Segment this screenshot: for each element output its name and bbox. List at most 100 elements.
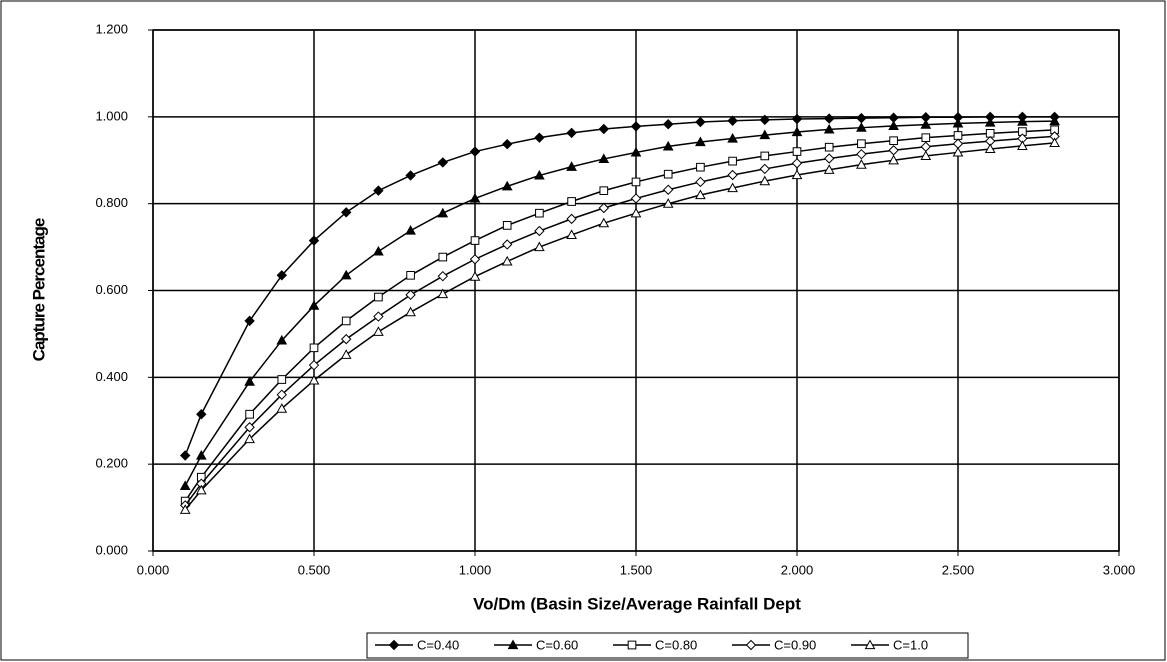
marker bbox=[920, 119, 932, 129]
marker bbox=[308, 359, 320, 371]
x-tick-label: 1.000 bbox=[459, 562, 492, 577]
marker bbox=[535, 208, 544, 218]
marker bbox=[727, 115, 738, 126]
series-line bbox=[184, 142, 1055, 511]
marker bbox=[276, 270, 288, 281]
marker bbox=[405, 306, 416, 317]
marker bbox=[759, 175, 771, 186]
marker bbox=[196, 472, 206, 482]
marker bbox=[823, 123, 835, 134]
marker bbox=[631, 177, 641, 187]
marker bbox=[630, 146, 642, 157]
marker bbox=[374, 292, 383, 302]
marker bbox=[470, 236, 480, 245]
marker bbox=[469, 254, 481, 265]
marker bbox=[791, 126, 803, 137]
marker bbox=[566, 213, 577, 225]
legend-label: C=0.40 bbox=[417, 637, 459, 652]
marker bbox=[952, 117, 964, 128]
marker bbox=[244, 422, 255, 433]
legend-label: C=1.0 bbox=[893, 637, 928, 652]
marker bbox=[245, 409, 254, 419]
marker bbox=[663, 169, 673, 179]
marker bbox=[759, 129, 771, 140]
marker bbox=[791, 158, 803, 169]
marker bbox=[695, 116, 706, 128]
marker bbox=[308, 300, 320, 310]
series-line bbox=[184, 116, 1055, 456]
marker bbox=[760, 151, 770, 161]
marker bbox=[341, 316, 351, 326]
y-tick-label: 0.200 bbox=[95, 456, 128, 471]
marker bbox=[1050, 125, 1059, 135]
marker bbox=[373, 326, 384, 336]
marker bbox=[889, 136, 898, 146]
marker bbox=[534, 169, 545, 180]
marker bbox=[695, 189, 706, 200]
marker bbox=[1049, 137, 1060, 147]
marker bbox=[405, 170, 416, 181]
marker bbox=[630, 121, 642, 132]
marker bbox=[502, 221, 512, 230]
marker bbox=[696, 162, 705, 172]
marker bbox=[662, 140, 674, 151]
x-axis-title: Vo/Dm (Basin Size/Average Rainfall Dept bbox=[473, 594, 801, 613]
marker bbox=[179, 450, 191, 461]
legend-marker bbox=[627, 640, 637, 650]
marker bbox=[244, 376, 255, 386]
marker bbox=[759, 114, 771, 126]
marker bbox=[856, 159, 867, 169]
marker bbox=[727, 182, 738, 193]
marker bbox=[196, 409, 207, 420]
marker bbox=[662, 184, 674, 195]
x-tick-label: 2.000 bbox=[781, 562, 814, 577]
marker bbox=[308, 235, 320, 246]
x-tick-label: 1.500 bbox=[620, 562, 653, 577]
marker bbox=[727, 169, 738, 181]
marker bbox=[888, 120, 899, 131]
y-tick-label: 0.800 bbox=[95, 195, 128, 210]
marker bbox=[179, 480, 191, 490]
marker bbox=[179, 504, 191, 514]
marker bbox=[405, 225, 416, 235]
marker bbox=[920, 150, 932, 161]
legend-marker bbox=[507, 639, 519, 650]
series-line bbox=[184, 135, 1055, 506]
marker bbox=[823, 164, 835, 174]
marker bbox=[598, 202, 610, 214]
x-tick-label: 2.500 bbox=[942, 562, 975, 577]
marker bbox=[276, 389, 288, 400]
x-tick-label: 3.000 bbox=[1103, 562, 1136, 577]
marker bbox=[985, 129, 995, 138]
y-tick-label: 1.000 bbox=[95, 108, 128, 123]
marker bbox=[195, 449, 207, 460]
marker bbox=[566, 161, 577, 171]
marker bbox=[567, 197, 576, 206]
marker bbox=[437, 288, 449, 299]
marker bbox=[727, 133, 738, 143]
marker bbox=[469, 192, 481, 203]
marker bbox=[340, 269, 352, 280]
marker bbox=[406, 270, 415, 280]
marker bbox=[888, 154, 899, 165]
series-line bbox=[184, 129, 1055, 502]
marker bbox=[952, 146, 964, 157]
marker bbox=[791, 169, 803, 180]
marker bbox=[662, 198, 674, 208]
marker bbox=[534, 225, 545, 237]
legend-marker bbox=[864, 639, 876, 650]
marker bbox=[308, 374, 320, 385]
marker bbox=[566, 229, 577, 240]
marker bbox=[953, 131, 963, 140]
marker bbox=[438, 252, 448, 262]
legend-label: C=0.60 bbox=[536, 637, 578, 652]
marker bbox=[309, 343, 319, 353]
marker bbox=[856, 122, 867, 132]
y-tick-label: 0.600 bbox=[95, 282, 128, 297]
marker bbox=[695, 136, 706, 147]
marker bbox=[437, 270, 449, 282]
marker bbox=[566, 127, 577, 139]
y-axis-title: Capture Percentage bbox=[29, 218, 48, 361]
marker bbox=[857, 139, 866, 149]
marker bbox=[244, 433, 255, 444]
